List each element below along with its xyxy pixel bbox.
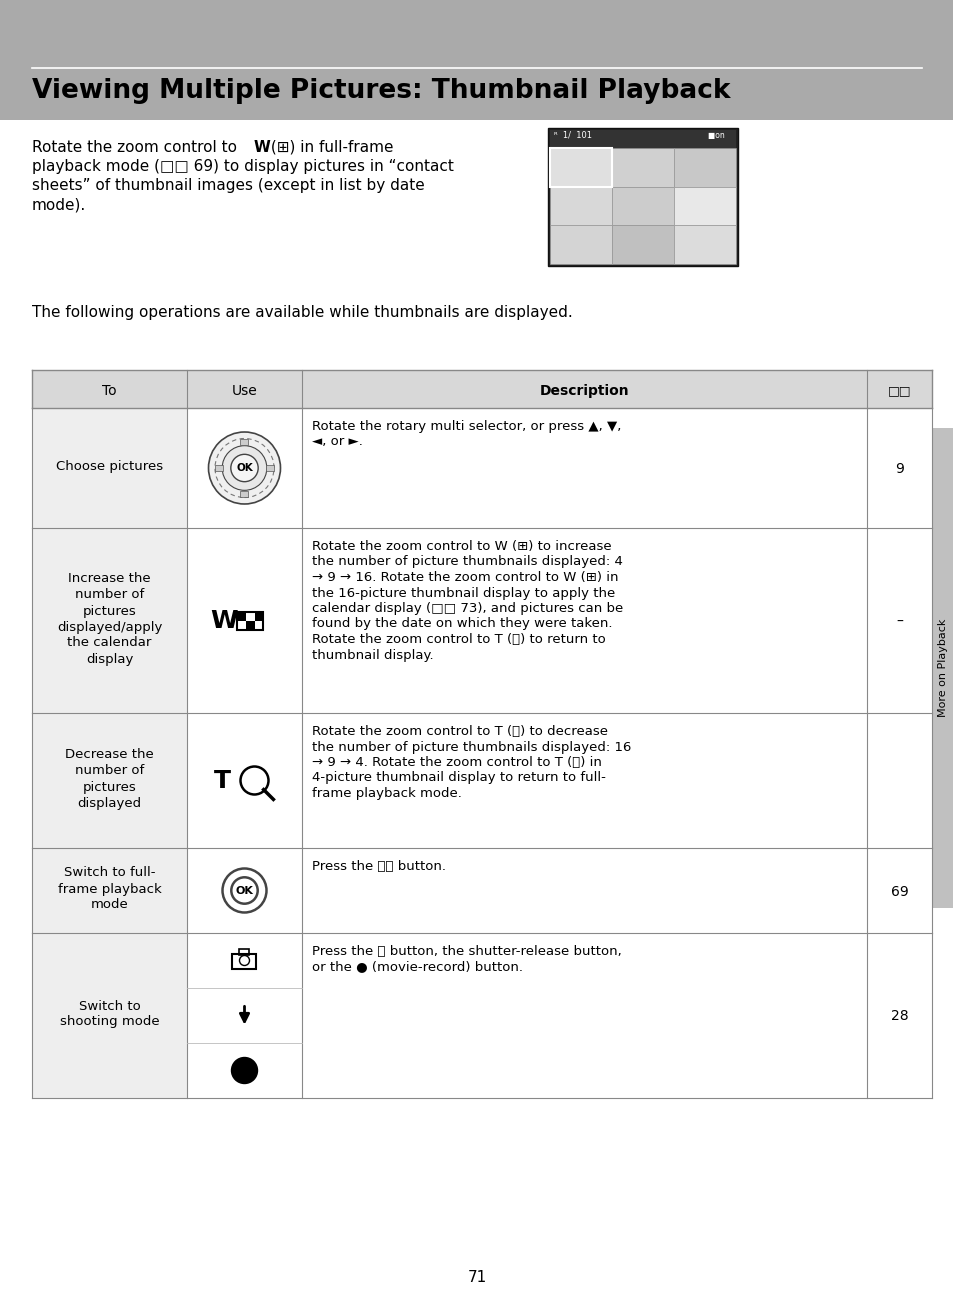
Text: calendar display (□□ 73), and pictures can be: calendar display (□□ 73), and pictures c… [312,602,622,615]
Bar [266,465,274,470]
Bar [32,409,187,528]
Text: 69: 69 [890,884,907,899]
Text: the calendar: the calendar [68,636,152,649]
Bar [550,225,612,264]
Text: Switch to: Switch to [78,1000,140,1013]
Text: W: W [253,141,271,155]
Text: Rotate the rotary multi selector, or press ▲, ▼,: Rotate the rotary multi selector, or pre… [312,420,620,434]
Text: mode).: mode). [32,197,86,212]
Text: playback mode (□□ 69) to display pictures in “contact: playback mode (□□ 69) to display picture… [32,159,454,173]
Text: ᴿ  1/  101: ᴿ 1/ 101 [554,131,592,141]
Bar [32,933,187,1099]
Text: or the ● (movie-record) button.: or the ● (movie-record) button. [312,961,522,974]
Text: Increase the: Increase the [68,573,151,586]
Text: 4-picture thumbnail display to return to full-: 4-picture thumbnail display to return to… [312,771,605,784]
Text: Rotate the zoom control to T (Ⓠ) to return to: Rotate the zoom control to T (Ⓠ) to retu… [312,633,605,646]
Text: ■⁠on: ■⁠on [707,131,724,141]
Text: 71: 71 [467,1271,486,1285]
Bar [239,949,250,954]
Text: → 9 → 16. Rotate the zoom control to W (⊞) in: → 9 → 16. Rotate the zoom control to W (… [312,572,618,583]
Text: Switch to full-: Switch to full- [64,866,155,879]
Circle shape [231,455,258,482]
Text: the 16-picture thumbnail display to apply the: the 16-picture thumbnail display to appl… [312,586,615,599]
Bar [550,130,735,148]
Text: sheets” of thumbnail images (except in list by date: sheets” of thumbnail images (except in l… [32,177,424,193]
Text: Description: Description [539,384,629,398]
Text: the number of picture thumbnails displayed: 16: the number of picture thumbnails display… [312,741,631,753]
Bar [32,848,187,933]
Text: the number of picture thumbnails displayed: 4: the number of picture thumbnails display… [312,556,622,569]
Text: The following operations are available while thumbnails are displayed.: The following operations are available w… [32,305,572,321]
Bar [931,428,953,908]
Bar [673,148,735,187]
Bar [233,954,256,968]
Text: frame playback: frame playback [57,883,161,896]
Bar [187,933,931,1099]
Text: display: display [86,653,133,665]
Bar [612,187,673,225]
Text: 9: 9 [894,463,903,476]
Bar [32,714,187,848]
Bar [237,611,246,620]
Bar [254,611,263,620]
Text: number of: number of [74,589,144,602]
Bar [240,439,248,445]
Text: pictures: pictures [83,604,136,618]
Bar [214,465,222,470]
Text: T: T [213,769,231,792]
Bar [550,148,612,187]
Bar [550,148,612,187]
Bar [187,848,931,933]
Text: Decrease the: Decrease the [65,749,153,762]
Text: Use: Use [232,384,257,398]
Bar [240,491,248,497]
Text: → 9 → 4. Rotate the zoom control to T (Ⓠ) in: → 9 → 4. Rotate the zoom control to T (Ⓠ… [312,756,601,769]
Text: Rotate the zoom control to: Rotate the zoom control to [32,141,242,155]
Text: To: To [102,384,116,398]
Bar [187,714,931,848]
Bar [612,225,673,264]
Circle shape [209,432,280,505]
Bar [673,225,735,264]
Circle shape [222,445,267,490]
Text: OK: OK [236,463,253,473]
Bar [187,409,931,528]
Bar [547,127,738,265]
Text: found by the date on which they were taken.: found by the date on which they were tak… [312,618,612,631]
Bar [32,528,187,714]
Bar [550,187,612,225]
Text: shooting mode: shooting mode [60,1016,159,1029]
Bar [612,148,673,187]
Bar [237,611,263,629]
Bar [187,528,931,714]
Text: Press the ⓀⓀ button.: Press the ⓀⓀ button. [312,859,446,872]
Text: number of: number of [74,765,144,778]
Text: 28: 28 [890,1009,907,1024]
Bar [0,0,953,120]
Text: W: W [211,608,238,632]
Text: pictures: pictures [83,781,136,794]
Text: (⊞) in full-frame: (⊞) in full-frame [266,141,393,155]
Text: displayed: displayed [77,796,141,809]
Bar [246,620,254,629]
Circle shape [232,1058,257,1084]
Text: □□: □□ [887,384,910,397]
Text: ◄, or ►.: ◄, or ►. [312,435,362,448]
Text: More on Playback: More on Playback [937,619,947,717]
Text: OK: OK [235,886,253,896]
Text: thumbnail display.: thumbnail display. [312,649,434,661]
Text: mode: mode [91,899,129,912]
Bar [673,187,735,225]
Text: displayed/apply: displayed/apply [57,620,162,633]
Text: Viewing Multiple Pictures: Thumbnail Playback: Viewing Multiple Pictures: Thumbnail Pla… [32,78,730,104]
Text: Rotate the zoom control to T (Ⓠ) to decrease: Rotate the zoom control to T (Ⓠ) to decr… [312,725,607,738]
Text: –: – [895,615,902,628]
Text: Choose pictures: Choose pictures [56,460,163,473]
Bar [32,371,931,409]
Text: Rotate the zoom control to W (⊞) to increase: Rotate the zoom control to W (⊞) to incr… [312,540,611,553]
Text: frame playback mode.: frame playback mode. [312,787,461,800]
Text: Press the Ⓚ button, the shutter-release button,: Press the Ⓚ button, the shutter-release … [312,945,621,958]
